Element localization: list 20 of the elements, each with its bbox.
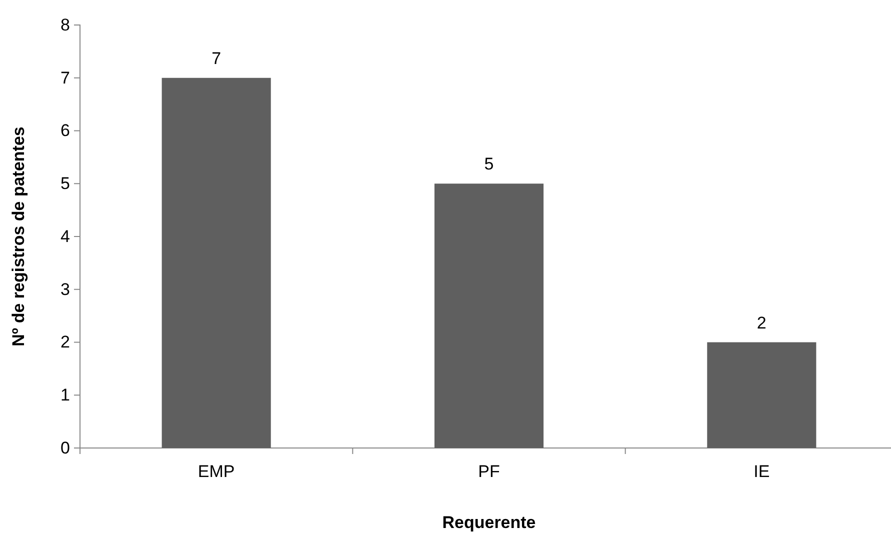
y-tick-label: 2 — [60, 332, 70, 352]
data-label: 2 — [756, 313, 766, 332]
bar — [162, 78, 271, 448]
y-tick-label: 0 — [60, 438, 70, 458]
bar — [707, 342, 816, 448]
x-tick-label: IE — [754, 462, 770, 481]
y-tick-label: 8 — [60, 15, 70, 34]
x-axis-title: Requerente — [442, 513, 536, 532]
x-tick-label: EMP — [198, 462, 235, 481]
data-label: 7 — [212, 48, 222, 68]
bar — [434, 184, 544, 448]
y-tick-label: 5 — [60, 174, 70, 194]
y-tick-label: 3 — [60, 280, 70, 299]
y-tick-label: 1 — [60, 386, 70, 405]
y-tick-label: 6 — [60, 121, 70, 140]
y-tick-label: 7 — [60, 68, 70, 88]
y-tick-label: 4 — [60, 226, 70, 246]
data-label: 5 — [484, 154, 494, 174]
x-tick-label: PF — [478, 462, 500, 481]
y-axis-title: Nº de registros de patentes — [9, 126, 28, 346]
